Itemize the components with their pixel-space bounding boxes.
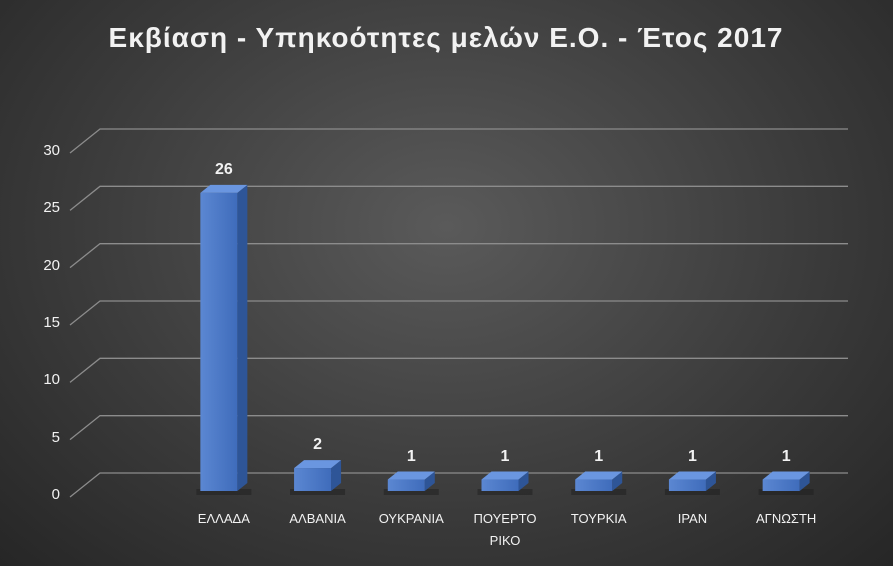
bar-side (424, 471, 435, 491)
x-tick-label: ΟΥΚΡΑΝΙΑ (378, 511, 444, 526)
grid-line (69, 243, 848, 269)
bar-shadow (758, 489, 814, 495)
bar-top (762, 471, 810, 480)
y-tick-label: 25 (43, 199, 60, 217)
bar (294, 468, 332, 491)
y-tick-label: 15 (43, 314, 60, 331)
x-tick-label: ΙΡΑΝ (677, 511, 708, 526)
y-tick-label: 5 (51, 428, 60, 446)
bar-top (481, 471, 529, 480)
chart-title: Εκβίαση - Υπηκοότητες μελών Ε.Ο. - Έτος … (108, 22, 784, 53)
x-tick-label: ΕΛΛΑΔΑ (197, 511, 250, 526)
bar (762, 479, 800, 491)
grid-line (69, 357, 848, 383)
value-label: 1 (500, 447, 510, 465)
bar-shadow (664, 489, 720, 495)
y-tick-label: 20 (43, 256, 60, 274)
grid-line (69, 185, 848, 211)
x-tick-label: ΑΛΒΑΝΙΑ (289, 511, 346, 526)
bar (481, 479, 519, 491)
bar-side (518, 471, 529, 491)
value-label: 26 (214, 160, 233, 178)
bar (387, 479, 425, 491)
x-tick-label: ΠΟΥΕΡΤΟ ΡΙΚΟ (473, 511, 537, 548)
bar-top (575, 471, 623, 480)
grid-line (69, 128, 848, 154)
y-tick-label: 0 (51, 486, 60, 503)
value-label: 1 (594, 447, 604, 465)
bar-shadow (477, 489, 533, 495)
bar-top (200, 184, 248, 193)
bar-shadow (571, 489, 627, 495)
bar-side (331, 460, 342, 491)
grid-line (69, 472, 848, 498)
grid-line (69, 415, 848, 441)
bar-top (668, 471, 716, 480)
bar-side (612, 471, 623, 491)
bar (668, 479, 706, 491)
value-label: 1 (781, 447, 791, 465)
bar (200, 192, 238, 491)
bar-shadow (383, 489, 439, 495)
bar-top (294, 460, 342, 469)
value-label: 2 (313, 436, 323, 454)
bar-top (387, 471, 435, 480)
value-label: 1 (687, 447, 697, 465)
x-tick-label: ΑΓΝΩΣΤΗ (755, 511, 817, 526)
bar-side (705, 471, 716, 491)
y-tick-label: 30 (43, 142, 60, 159)
bar-side (237, 184, 248, 491)
bar-shadow (196, 489, 252, 495)
bar-side (799, 471, 810, 491)
bar-shadow (290, 489, 346, 495)
bar (575, 479, 613, 491)
value-label: 1 (406, 447, 416, 465)
grid-line (69, 300, 848, 326)
x-tick-label: ΤΟΥΡΚΙΑ (570, 511, 627, 526)
y-tick-label: 10 (43, 371, 60, 389)
